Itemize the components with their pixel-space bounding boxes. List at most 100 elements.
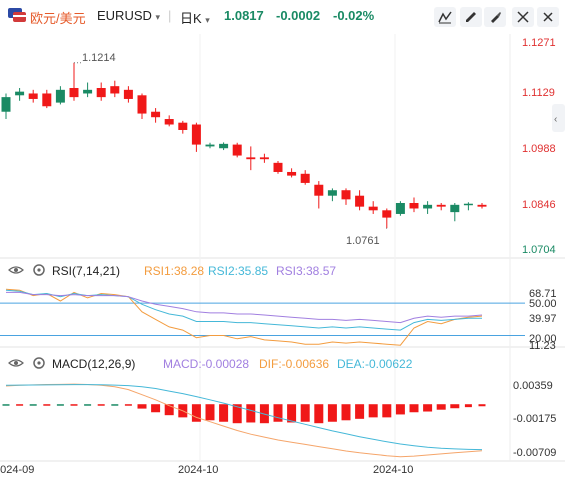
price-tick: 1.0704 <box>522 244 556 256</box>
macd-bar <box>423 404 433 412</box>
candle-body <box>55 89 65 103</box>
candle-body <box>259 157 269 160</box>
macd-bar <box>368 404 378 418</box>
price-tick: 1.0988 <box>522 143 556 155</box>
price-tick: 1.1129 <box>522 87 555 99</box>
rsi-tick: 20.00 <box>529 333 557 345</box>
macd-bar <box>191 404 201 422</box>
price-tick: 1.1271 <box>522 37 556 49</box>
macd-bar <box>464 404 472 408</box>
x-tick: 2024-10 <box>178 464 218 476</box>
brush-icon <box>491 12 501 23</box>
candle-body <box>382 210 392 218</box>
fullscreen-button[interactable] <box>512 7 534 27</box>
macd-tick: 0.00359 <box>513 380 553 392</box>
indicator-button[interactable] <box>434 7 456 27</box>
macd-bar <box>56 404 64 406</box>
settings-icon[interactable] <box>33 357 45 369</box>
macd-bar <box>382 404 392 418</box>
candle-body <box>151 111 161 118</box>
macd-bar <box>151 404 161 413</box>
macd-bar <box>246 404 256 423</box>
macd-axis: 0.00359 -0.00175 -0.00709 <box>513 380 556 459</box>
eye-icon[interactable] <box>8 266 24 274</box>
flag-icon <box>8 8 26 25</box>
candle-body <box>110 86 120 94</box>
macd-bar <box>29 404 37 406</box>
x-tick: 2024-10 <box>373 464 413 476</box>
macd-title: MACD(12,26,9) <box>52 357 135 371</box>
candle-body <box>42 93 52 107</box>
candle-body <box>450 204 460 213</box>
candle-body <box>219 143 229 149</box>
macd-header: MACD(12,26,9) MACD:-0.00028 DIF:-0.00636… <box>8 357 413 371</box>
high-annotation: 1.1214 <box>82 52 116 64</box>
macd-tick: -0.00175 <box>513 413 556 425</box>
candle-body <box>409 203 419 209</box>
rsi-header: RSI(7,14,21) RSI1:38.28 RSI2:35.85 RSI3:… <box>8 264 336 278</box>
brush-button[interactable] <box>484 7 506 27</box>
price-tick: 1.0846 <box>522 199 556 211</box>
settings-icon[interactable] <box>33 264 45 276</box>
macd-bar <box>97 404 105 406</box>
divider: | <box>168 8 172 23</box>
macd-bar <box>164 404 174 416</box>
candle-body <box>287 171 297 176</box>
candle-body <box>341 190 351 200</box>
macd-bar <box>232 404 242 424</box>
candle-body <box>395 203 405 214</box>
candle-body <box>477 204 487 207</box>
candle-body <box>28 93 38 99</box>
close-icon <box>543 12 553 22</box>
rsi-line-3 <box>6 291 483 324</box>
macd-bar <box>314 404 324 424</box>
rsi-line-2 <box>5 289 482 331</box>
interval-selector[interactable]: 日K ▾ <box>180 8 210 27</box>
fullscreen-icon <box>517 11 529 23</box>
rsi-title: RSI(7,14,21) <box>52 264 120 278</box>
last-price: 1.0817 <box>224 8 264 23</box>
macd-layer <box>2 383 486 458</box>
macd-bar <box>84 404 92 406</box>
indicator-icon <box>438 11 452 24</box>
side-panel-toggle[interactable]: ‹ <box>552 104 565 132</box>
candle-body <box>463 203 473 206</box>
macd-legend: MACD:-0.00028 <box>163 357 249 371</box>
macd-bar <box>111 404 119 406</box>
grid-layer <box>0 34 565 462</box>
candle-body <box>69 88 79 98</box>
candle-body <box>1 97 11 112</box>
rsi-tick: 11.23 <box>529 340 556 352</box>
candle-body <box>368 206 378 211</box>
interval-label: 日K <box>180 11 202 26</box>
macd-bar <box>205 404 215 421</box>
candles-layer <box>1 62 487 229</box>
candle-body <box>246 157 256 160</box>
macd-bar <box>137 404 147 409</box>
pencil-icon <box>466 12 476 22</box>
rsi-tick: 39.97 <box>529 313 557 325</box>
close-button[interactable] <box>537 7 559 27</box>
candle-body <box>191 124 201 145</box>
draw-button[interactable] <box>460 7 482 27</box>
macd-bar <box>436 404 446 410</box>
eye-icon[interactable] <box>8 359 24 367</box>
macd-bar <box>70 404 78 406</box>
chevron-down-icon: ▾ <box>155 12 161 22</box>
macd-bar <box>409 404 419 413</box>
macd-bar <box>16 404 24 406</box>
macd-bar <box>341 404 351 421</box>
price-change-pct: -0.02% <box>333 8 375 23</box>
macd-bar <box>300 404 310 422</box>
candle-body <box>137 95 147 114</box>
candle-body <box>15 91 25 96</box>
candle-body <box>314 184 324 196</box>
price-axis: 1.1271 1.1129 1.0988 1.0846 1.0704 <box>522 37 556 256</box>
chevron-down-icon: ▾ <box>205 15 210 25</box>
macd-bar <box>219 404 229 422</box>
rsi2-legend: RSI2:35.85 <box>208 264 268 278</box>
symbol-selector[interactable]: EURUSD ▾ <box>97 8 160 23</box>
candle-body <box>232 144 242 156</box>
top-bar: 欧元/美元 EURUSD ▾ | 日K ▾ 1.0817 -0.0002 -0.… <box>0 0 565 34</box>
